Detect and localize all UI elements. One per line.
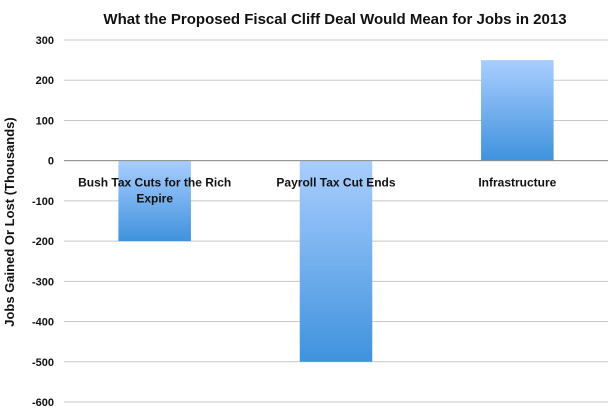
bar	[481, 60, 554, 161]
y-axis-ticks: 300 200 100 0 -100 -200 -300 -400 -500 -600	[32, 35, 54, 409]
y-tick-label: -500	[32, 357, 54, 369]
category-label: Bush Tax Cuts for the Rich Expire	[78, 176, 231, 206]
bars	[118, 60, 554, 362]
y-tick-label: 0	[48, 156, 54, 168]
chart-title: What the Proposed Fiscal Cliff Deal Woul…	[103, 11, 566, 28]
y-tick-label: 100	[36, 115, 54, 127]
y-tick-label: -100	[32, 196, 54, 208]
y-tick-label: 300	[36, 35, 54, 47]
y-tick-label: -300	[32, 276, 54, 288]
category-label-line: Expire	[136, 192, 173, 206]
category-label-line: Payroll Tax Cut Ends	[276, 176, 395, 190]
y-tick-label: -600	[32, 397, 54, 409]
y-tick-label: -400	[32, 317, 54, 329]
y-axis-label: Jobs Gained Or Lost (Thousands)	[2, 117, 17, 326]
y-tick-label: -200	[32, 236, 54, 248]
bar	[118, 160, 191, 242]
bar	[299, 160, 373, 362]
y-tick-label: 200	[36, 75, 54, 87]
category-label: Payroll Tax Cut Ends	[276, 176, 395, 190]
category-label-line: Bush Tax Cuts for the Rich	[78, 176, 231, 190]
category-labels: Bush Tax Cuts for the Rich Expire Payroll …	[78, 176, 557, 206]
category-label-line: Infrastructure	[478, 176, 556, 190]
category-label: Infrastructure	[478, 176, 556, 190]
